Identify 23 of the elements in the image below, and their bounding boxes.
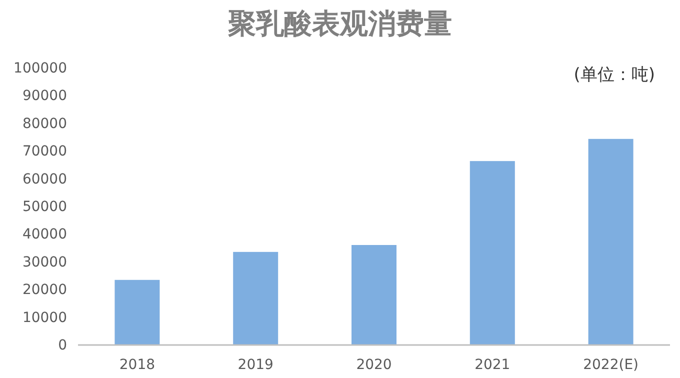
x-tick-label: 2019 [238,356,274,373]
x-tick-label: 2022(E) [583,356,639,373]
y-tick-label: 80000 [22,116,67,132]
y-tick-label: 30000 [22,254,67,270]
bar [233,252,278,345]
bar [114,280,160,345]
y-tick-label: 60000 [22,171,67,188]
bar [588,138,634,345]
bar [470,161,515,345]
annotation: (单位：吨) [574,65,655,85]
y-tick-label: 40000 [22,226,67,243]
y-tick-label: 20000 [22,282,67,298]
x-tick-label: 2018 [119,356,156,373]
y-tick-label: 100000 [14,60,67,76]
y-tick-label: 70000 [22,144,67,160]
y-tick-label: 50000 [22,198,67,215]
x-tick-label: 2020 [356,356,392,373]
x-tick-label: 2021 [474,356,510,373]
y-tick-label: 90000 [22,88,67,104]
y-tick-label: 0 [58,337,67,354]
bar [352,245,396,345]
chart-title: 聚乳酸表观消费量 [227,7,452,40]
y-tick-label: 10000 [22,310,67,326]
